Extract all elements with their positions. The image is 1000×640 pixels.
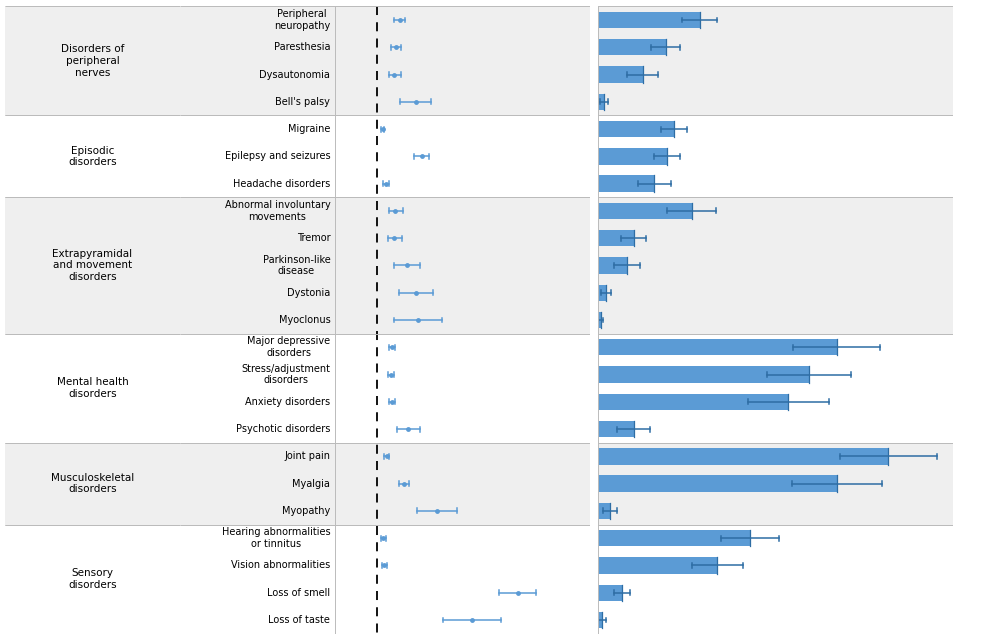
Bar xyxy=(598,525,953,634)
Bar xyxy=(180,6,335,115)
Text: Myalgia: Myalgia xyxy=(292,479,330,488)
Bar xyxy=(598,394,788,410)
Bar xyxy=(5,6,180,115)
Text: Tremor: Tremor xyxy=(297,233,330,243)
Bar xyxy=(598,612,602,628)
Text: Major depressive
disorders: Major depressive disorders xyxy=(247,337,330,358)
Text: Bell's palsy: Bell's palsy xyxy=(275,97,330,107)
Bar xyxy=(598,448,888,465)
Bar xyxy=(335,333,590,443)
Text: Hearing abnormalities
or tinnitus: Hearing abnormalities or tinnitus xyxy=(222,527,330,549)
Text: Abnormal involuntary
movements: Abnormal involuntary movements xyxy=(225,200,330,221)
Bar xyxy=(598,312,601,328)
Bar xyxy=(5,197,180,333)
Bar xyxy=(5,443,180,525)
Bar xyxy=(598,366,809,383)
Bar xyxy=(598,285,606,301)
Text: Musculoskeletal
disorders: Musculoskeletal disorders xyxy=(51,473,134,495)
Text: Paresthesia: Paresthesia xyxy=(274,42,330,52)
Text: Loss of smell: Loss of smell xyxy=(267,588,330,598)
Text: Parkinson-like
disease: Parkinson-like disease xyxy=(263,255,330,276)
Bar xyxy=(598,443,953,525)
Text: Headache disorders: Headache disorders xyxy=(233,179,330,189)
Text: Sensory
disorders: Sensory disorders xyxy=(68,568,117,590)
Text: Migraine: Migraine xyxy=(288,124,330,134)
Bar xyxy=(598,203,692,219)
Text: Disorders of
peripheral
nerves: Disorders of peripheral nerves xyxy=(61,44,124,77)
Text: Stress/adjustment
disorders: Stress/adjustment disorders xyxy=(241,364,330,385)
Text: Dysautonomia: Dysautonomia xyxy=(259,70,330,79)
Text: Episodic
disorders: Episodic disorders xyxy=(68,145,117,167)
Bar xyxy=(598,121,674,138)
Bar xyxy=(598,333,953,443)
Bar xyxy=(5,115,180,197)
Bar xyxy=(598,421,634,437)
Bar xyxy=(598,339,837,355)
Bar xyxy=(598,93,604,110)
Bar xyxy=(598,476,837,492)
Bar xyxy=(598,12,700,28)
Text: Myoclonus: Myoclonus xyxy=(279,315,330,325)
Text: Psychotic disorders: Psychotic disorders xyxy=(236,424,330,434)
Bar xyxy=(180,333,335,443)
Bar xyxy=(598,530,750,547)
Text: Epilepsy and seizures: Epilepsy and seizures xyxy=(225,152,330,161)
Text: Loss of taste: Loss of taste xyxy=(268,615,330,625)
Text: Vision abnormalities: Vision abnormalities xyxy=(231,561,330,570)
Bar xyxy=(598,230,634,246)
Bar xyxy=(598,197,953,333)
Text: Joint pain: Joint pain xyxy=(284,451,330,461)
Bar xyxy=(180,443,335,525)
Bar xyxy=(180,115,335,197)
Bar xyxy=(598,502,610,519)
Bar xyxy=(598,39,666,56)
Bar xyxy=(598,67,643,83)
Bar xyxy=(335,6,590,115)
Text: Extrapyramidal
and movement
disorders: Extrapyramidal and movement disorders xyxy=(52,249,133,282)
Text: Myopathy: Myopathy xyxy=(282,506,330,516)
Bar xyxy=(335,443,590,525)
Bar xyxy=(335,525,590,634)
Text: Dystonia: Dystonia xyxy=(287,288,330,298)
Text: Peripheral
neuropathy: Peripheral neuropathy xyxy=(274,9,330,31)
Bar xyxy=(598,557,717,573)
Bar xyxy=(180,525,335,634)
Bar xyxy=(335,115,590,197)
Bar xyxy=(598,257,627,274)
Bar xyxy=(180,197,335,333)
Bar xyxy=(598,6,953,115)
Text: Mental health
disorders: Mental health disorders xyxy=(57,378,128,399)
Bar xyxy=(5,525,180,634)
Bar xyxy=(5,333,180,443)
Text: Anxiety disorders: Anxiety disorders xyxy=(245,397,330,407)
Bar xyxy=(598,175,654,192)
Bar xyxy=(335,197,590,333)
Bar xyxy=(598,115,953,197)
Bar xyxy=(598,148,667,164)
Bar xyxy=(598,584,622,601)
